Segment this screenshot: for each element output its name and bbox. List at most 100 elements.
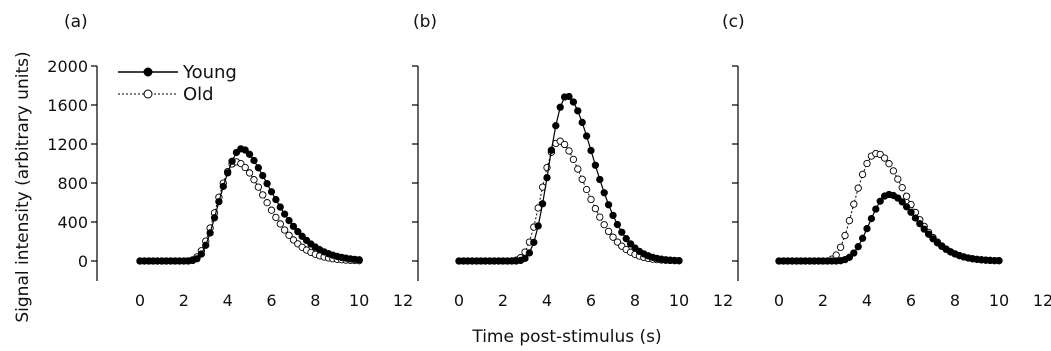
y-tick-label: 1600	[47, 96, 88, 115]
young-point	[565, 92, 573, 101]
young-point	[241, 146, 249, 154]
x-tick-label: 10	[669, 291, 689, 310]
y-tick-label: 800	[57, 174, 88, 193]
x-tick-label: 12	[393, 291, 413, 310]
young-point	[618, 228, 626, 236]
young-point	[916, 220, 924, 228]
old-point	[276, 220, 284, 228]
young-point	[228, 157, 236, 165]
old-point	[889, 167, 898, 175]
old-point	[836, 243, 845, 251]
young-point	[285, 216, 293, 225]
young-point	[995, 257, 1003, 265]
old-point	[565, 147, 573, 155]
old-series-line	[140, 161, 360, 262]
young-point	[850, 249, 858, 257]
young-point	[202, 241, 210, 249]
young-point	[863, 224, 871, 233]
young-point	[626, 240, 635, 248]
old-point	[600, 221, 608, 229]
old-point	[569, 155, 578, 164]
x-tick-label: 6	[906, 291, 916, 310]
young-point	[298, 232, 306, 240]
old-point	[267, 206, 276, 214]
old-point	[841, 231, 849, 240]
x-tick-label: 0	[454, 291, 464, 310]
young-point	[858, 234, 867, 242]
x-tick-label: 10	[349, 291, 369, 310]
young-point	[582, 132, 591, 140]
young-point	[224, 169, 232, 177]
young-point	[267, 188, 276, 196]
young-point	[587, 146, 595, 155]
young-point	[556, 103, 564, 111]
x-tick-label: 2	[498, 291, 508, 310]
young-point	[924, 230, 933, 238]
young-point	[609, 211, 617, 220]
legend-old-label: Old	[183, 84, 214, 105]
young-point	[907, 208, 915, 216]
young-point	[867, 214, 876, 223]
young-point	[569, 98, 578, 106]
young-point	[604, 201, 613, 209]
legend: Young Old	[118, 62, 237, 105]
old-point	[845, 216, 854, 225]
legend-young-label: Young	[182, 62, 237, 83]
old-point	[285, 231, 293, 239]
young-point	[898, 198, 906, 206]
young-point	[530, 238, 538, 247]
old-point	[613, 238, 622, 246]
old-point	[245, 169, 254, 177]
young-point	[574, 107, 582, 115]
x-tick-label: 8	[950, 291, 960, 310]
old-point	[578, 175, 586, 183]
x-tick-label: 8	[630, 291, 640, 310]
x-tick-label: 12	[1033, 291, 1051, 310]
young-point	[206, 229, 214, 237]
young-point	[294, 227, 302, 236]
young-series-line	[459, 95, 680, 262]
young-point	[197, 250, 206, 258]
young-point	[622, 235, 630, 243]
old-point	[596, 213, 604, 221]
young-point	[613, 220, 622, 229]
panel-label: (b)	[413, 12, 437, 32]
young-point	[525, 249, 534, 257]
y-tick-label: 2000	[47, 57, 88, 76]
x-tick-label: 10	[989, 291, 1009, 310]
young-point	[272, 195, 280, 204]
old-point	[858, 170, 867, 179]
old-point	[604, 227, 613, 236]
young-point	[929, 235, 937, 243]
old-point	[280, 226, 289, 234]
young-point	[600, 189, 608, 197]
x-tick-label: 4	[542, 291, 552, 310]
old-point	[609, 233, 617, 241]
young-point	[872, 205, 880, 213]
old-point	[885, 160, 893, 168]
x-tick-label: 0	[135, 291, 145, 310]
x-tick-label: 6	[266, 291, 276, 310]
young-point	[280, 210, 289, 218]
old-point	[850, 200, 858, 208]
legend-young-marker	[143, 67, 153, 77]
young-point	[210, 214, 219, 222]
old-series-line	[779, 153, 1000, 262]
old-point	[263, 199, 271, 207]
young-point	[259, 171, 267, 180]
panel-label: (c)	[722, 12, 745, 32]
young-point	[250, 156, 258, 165]
x-tick-label: 2	[818, 291, 828, 310]
x-tick-label: 8	[310, 291, 320, 310]
x-tick-label: 0	[774, 291, 784, 310]
old-point	[259, 191, 267, 199]
x-tick-label: 4	[223, 291, 233, 310]
old-point	[250, 176, 258, 184]
young-point	[845, 253, 854, 261]
young-point	[543, 173, 551, 182]
young-point	[521, 254, 529, 263]
young-point	[193, 255, 201, 263]
young-point	[596, 175, 604, 184]
old-point	[880, 154, 889, 162]
